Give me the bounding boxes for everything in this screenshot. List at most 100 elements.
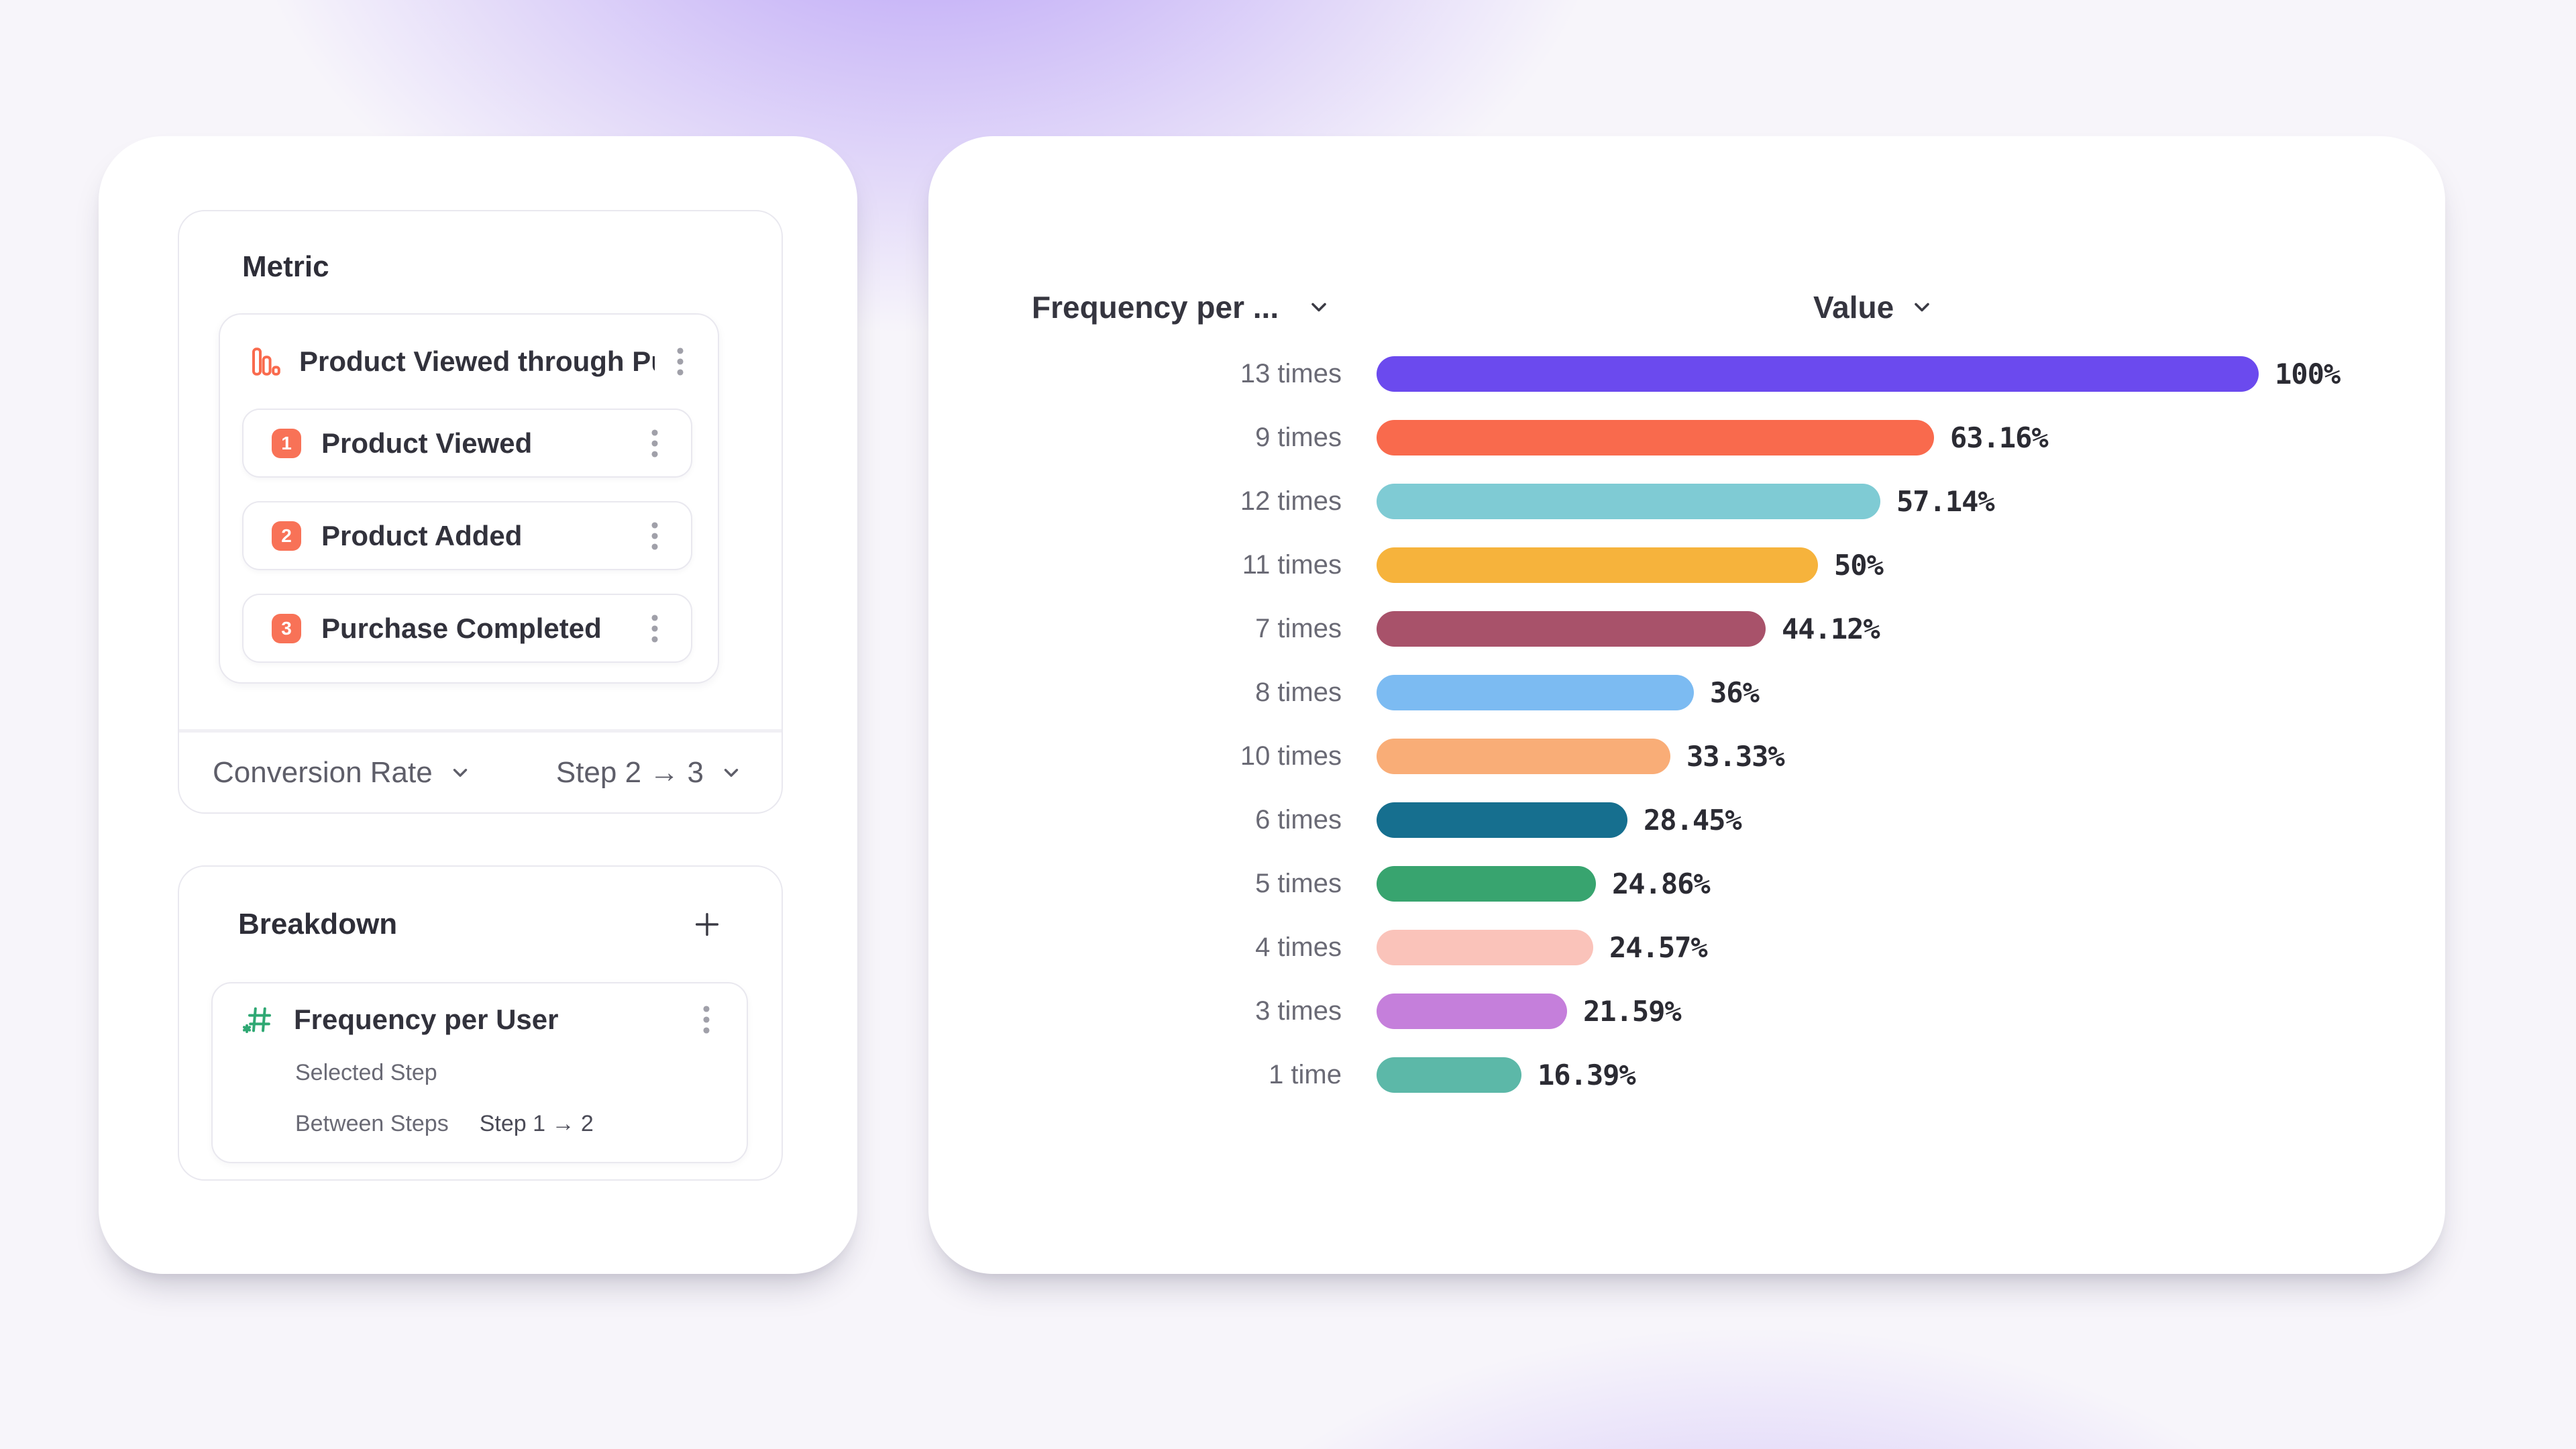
bar[interactable] (1377, 930, 1593, 965)
bar[interactable] (1377, 611, 1766, 647)
kebab-menu-icon[interactable] (647, 610, 663, 647)
bar[interactable] (1377, 739, 1670, 774)
metric-panel-title: Metric (242, 250, 329, 283)
bar-category-label: 5 times (1255, 869, 1342, 898)
bar-category-label: 9 times (1255, 423, 1342, 452)
breakdown-panel-title: Breakdown (238, 908, 398, 941)
value-header-label: Value (1813, 290, 1894, 325)
chevron-down-icon (449, 761, 472, 784)
chart-row: 11 times 50% (928, 547, 2445, 583)
query-builder-panel: Metric Product Viewed through Purch... (99, 136, 857, 1274)
bar-value-label: 16.39% (1538, 1059, 1636, 1091)
bar-chart-icon (250, 345, 282, 378)
bar-value-label: 28.45% (1644, 804, 1742, 837)
chart-header: Frequency per ... Value (928, 289, 2445, 327)
conversion-rate-label: Conversion Rate (213, 755, 433, 789)
funnel-card: Product Viewed through Purch... 1 Produc… (219, 313, 719, 684)
bar-value-label: 24.86% (1612, 867, 1711, 900)
funnel-step-1[interactable]: 1 Product Viewed (242, 409, 692, 478)
bar-value-label: 57.14% (1896, 485, 1995, 518)
breakdown-item-card[interactable]: Frequency per User Selected Step Between… (211, 982, 748, 1163)
funnel-step-3[interactable]: 3 Purchase Completed (242, 594, 692, 663)
between-steps-value: Step 1 → 2 (479, 1111, 594, 1136)
bar[interactable] (1377, 994, 1567, 1029)
breakdown-item-header: Frequency per User (241, 1001, 714, 1038)
chart-panel: Frequency per ... Value 13 times 100% 9 … (928, 136, 2445, 1274)
step-range-label: Step 2 → 3 (555, 755, 704, 789)
kebab-menu-icon[interactable] (698, 1001, 714, 1038)
section-divider (179, 729, 782, 733)
bar-category-label: 10 times (1240, 741, 1342, 771)
bar-category-label: 11 times (1242, 550, 1342, 580)
bar[interactable] (1377, 1057, 1521, 1093)
between-steps-label: Between Steps (295, 1111, 449, 1136)
bar-value-label: 44.12% (1782, 612, 1880, 645)
chevron-down-icon (1910, 295, 1934, 319)
bar[interactable] (1377, 866, 1596, 902)
bar-value-label: 50% (1834, 549, 1884, 582)
bar-value-label: 21.59% (1583, 995, 1682, 1028)
chart-row: 8 times 36% (928, 675, 2445, 710)
frequency-column-header[interactable]: Frequency per ... (1032, 289, 1331, 325)
bar-value-label: 63.16% (1950, 421, 2049, 454)
bar-category-label: 12 times (1240, 486, 1342, 516)
kebab-menu-icon[interactable] (672, 343, 688, 380)
metric-panel: Metric Product Viewed through Purch... (178, 210, 783, 814)
chart-row: 1 time 16.39% (928, 1057, 2445, 1093)
bar[interactable] (1377, 484, 1880, 519)
value-column-header[interactable]: Value (1813, 289, 1934, 325)
selected-step-label: Selected Step (295, 1060, 437, 1085)
numeric-hash-icon (241, 1004, 274, 1036)
bar-value-label: 36% (1710, 676, 1760, 709)
bar[interactable] (1377, 675, 1694, 710)
bar-category-label: 7 times (1255, 614, 1342, 643)
bar-value-label: 24.57% (1609, 931, 1708, 964)
bar-category-label: 3 times (1255, 996, 1342, 1026)
chart-row: 3 times 21.59% (928, 994, 2445, 1029)
funnel-step-2[interactable]: 2 Product Added (242, 501, 692, 570)
step-number-badge: 3 (272, 613, 301, 643)
kebab-menu-icon[interactable] (647, 425, 663, 462)
step-label: Purchase Completed (321, 612, 602, 644)
bar[interactable] (1377, 420, 1934, 455)
bar-category-label: 8 times (1255, 678, 1342, 707)
bar[interactable] (1377, 356, 2259, 392)
step-range-dropdown[interactable]: Step 2 → 3 (556, 756, 743, 790)
bar-category-label: 4 times (1255, 932, 1342, 962)
bar[interactable] (1377, 802, 1627, 838)
funnel-steps: 1 Product Viewed 2 Product Added (242, 409, 692, 663)
bar-category-label: 1 time (1269, 1060, 1342, 1089)
conversion-rate-dropdown[interactable]: Conversion Rate (213, 756, 472, 790)
funnel-title: Product Viewed through Purch... (299, 345, 655, 377)
step-number-badge: 2 (272, 521, 301, 551)
chart-row: 7 times 44.12% (928, 611, 2445, 647)
kebab-menu-icon[interactable] (647, 517, 663, 555)
chart-row: 10 times 33.33% (928, 739, 2445, 774)
metric-panel-footer: Conversion Rate Step 2 → 3 (179, 733, 782, 812)
step-number-badge: 1 (272, 428, 301, 458)
bar-value-label: 33.33% (1686, 740, 1785, 773)
bar[interactable] (1377, 547, 1818, 583)
breakdown-item-title: Frequency per User (294, 1004, 559, 1035)
chart-row: 12 times 57.14% (928, 484, 2445, 519)
selected-step-row[interactable]: Selected Step (295, 1060, 437, 1086)
add-breakdown-button[interactable] (689, 906, 725, 943)
bar-value-label: 100% (2275, 358, 2341, 390)
chart-rows: 13 times 100% 9 times 63.16% 12 times 57… (928, 356, 2445, 1121)
bar-category-label: 6 times (1255, 805, 1342, 835)
breakdown-header: Breakdown (238, 906, 725, 943)
breakdown-panel: Breakdown (178, 865, 783, 1181)
funnel-metric-row[interactable]: Product Viewed through Purch... (220, 315, 718, 409)
bar-category-label: 13 times (1240, 359, 1342, 388)
chart-row: 13 times 100% (928, 356, 2445, 392)
chart-row: 9 times 63.16% (928, 420, 2445, 455)
chevron-down-icon (720, 761, 743, 784)
step-label: Product Added (321, 519, 523, 551)
chart-row: 4 times 24.57% (928, 930, 2445, 965)
chart-row: 6 times 28.45% (928, 802, 2445, 838)
step-label: Product Viewed (321, 427, 533, 459)
frequency-header-label: Frequency per ... (1032, 290, 1279, 325)
chevron-down-icon (1307, 295, 1331, 319)
between-steps-row[interactable]: Between Steps Step 1 → 2 (295, 1111, 594, 1137)
